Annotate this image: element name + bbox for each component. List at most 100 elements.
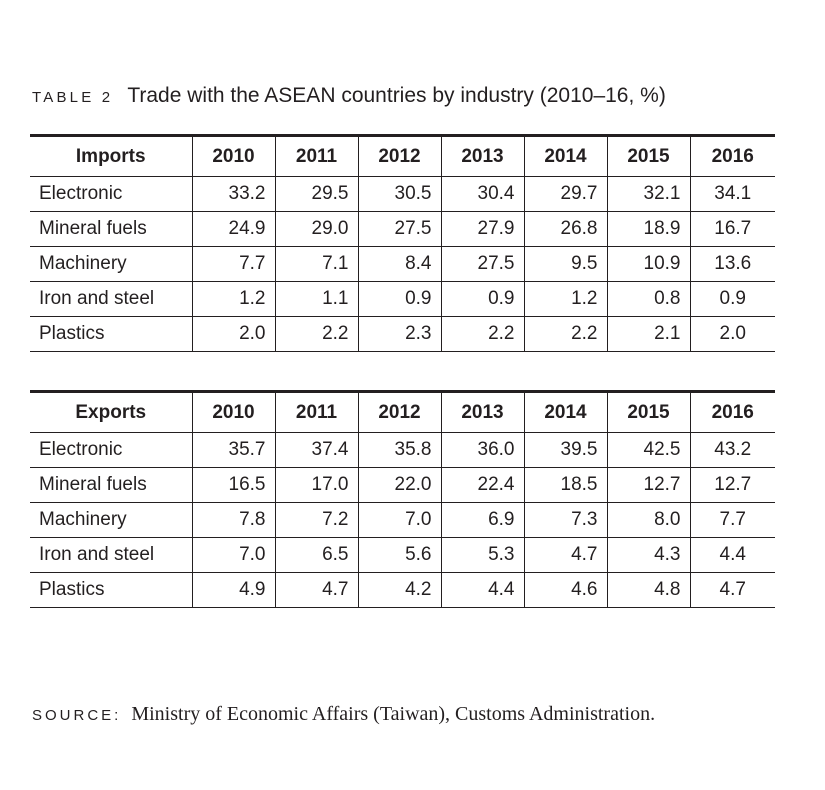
year-header: 2013 (440, 135, 524, 177)
table-cell: 17.0 (274, 467, 358, 503)
row-label: Iron and steel (39, 288, 155, 309)
table-title: Trade with the ASEAN countries by indust… (127, 84, 666, 107)
table-cell: 7.7 (191, 246, 275, 282)
source-label: SOURCE: (32, 707, 122, 724)
table-cell: 27.9 (440, 211, 524, 247)
table-cell: 34.1 (689, 176, 775, 212)
table-cell: 4.3 (606, 537, 690, 573)
table-cell: 4.7 (523, 537, 607, 573)
year-header: 2011 (274, 135, 358, 177)
table-cell: 36.0 (440, 432, 524, 468)
table-cell: 2.2 (523, 316, 607, 352)
table-cell: 8.0 (606, 502, 690, 538)
imports-table: Imports 2010 2011 2012 2013 2014 2015 20… (30, 134, 775, 352)
table-cell: 7.1 (274, 246, 358, 282)
table-cell: 13.6 (689, 246, 775, 282)
exports-heading: Exports (75, 401, 147, 423)
table-cell: 1.2 (191, 281, 275, 317)
table-cell: 4.7 (689, 572, 775, 608)
exports-table: Exports 2010 2011 2012 2013 2014 2015 20… (30, 390, 775, 608)
table-cell: 27.5 (357, 211, 441, 247)
table-cell: 12.7 (689, 467, 775, 503)
table-cell: 16.7 (689, 211, 775, 247)
year-header: 2012 (357, 135, 441, 177)
row-label: Plastics (39, 323, 105, 344)
table-cell: 12.7 (606, 467, 690, 503)
table-cell: 18.9 (606, 211, 690, 247)
table-cell: 35.8 (357, 432, 441, 468)
source-text: Ministry of Economic Affairs (Taiwan), C… (131, 703, 656, 725)
year-header: 2010 (191, 135, 275, 177)
imports-header-row: Imports 2010 2011 2012 2013 2014 2015 20… (30, 135, 775, 177)
year-header: 2010 (191, 391, 275, 433)
table-caption: TABLE 2 Trade with the ASEAN countries by… (32, 84, 666, 108)
table-cell: 30.4 (440, 176, 524, 212)
table-cell: 32.1 (606, 176, 690, 212)
table-cell: 2.1 (606, 316, 690, 352)
table-cell: 7.8 (191, 502, 275, 538)
table-cell: 2.2 (274, 316, 358, 352)
table-row: Iron and steel 1.2 1.1 0.9 0.9 1.2 0.8 0.9 (30, 281, 775, 317)
table-cell: 4.7 (274, 572, 358, 608)
table-cell: 22.0 (357, 467, 441, 503)
table-number: TABLE 2 (32, 89, 114, 106)
table-cell: 0.8 (606, 281, 690, 317)
table-cell: 27.5 (440, 246, 524, 282)
table-cell: 0.9 (357, 281, 441, 317)
table-row: Electronic 35.7 37.4 35.8 36.0 39.5 42.5 43.2 (30, 432, 775, 468)
table-cell: 9.5 (523, 246, 607, 282)
year-header: 2014 (523, 135, 607, 177)
table-cell: 4.6 (523, 572, 607, 608)
table-cell: 37.4 (274, 432, 358, 468)
row-label: Mineral fuels (39, 218, 147, 239)
table-row: Mineral fuels 16.5 17.0 22.0 22.4 18.5 12.7 12.… (30, 467, 775, 503)
table-cell: 43.2 (689, 432, 775, 468)
year-header: 2015 (606, 391, 690, 433)
imports-body: Electronic 33.2 29.5 30.5 30.4 29.7 32.1 34.1 Mi… (30, 176, 775, 352)
year-header: 2011 (274, 391, 358, 433)
table-cell: 16.5 (191, 467, 275, 503)
table-cell: 22.4 (440, 467, 524, 503)
table-row: Mineral fuels 24.9 29.0 27.5 27.9 26.8 18.9 16.… (30, 211, 775, 247)
year-header: 2015 (606, 135, 690, 177)
table-cell: 18.5 (523, 467, 607, 503)
table-cell: 7.7 (689, 502, 775, 538)
row-label: Machinery (39, 253, 127, 274)
year-header: 2012 (357, 391, 441, 433)
table-cell: 2.0 (689, 316, 775, 352)
row-label: Plastics (39, 579, 105, 600)
row-label: Iron and steel (39, 544, 155, 565)
source-note: SOURCE: Ministry of Economic Affairs (Tai… (32, 703, 655, 726)
table-cell: 29.0 (274, 211, 358, 247)
table-cell: 29.7 (523, 176, 607, 212)
table-cell: 10.9 (606, 246, 690, 282)
table-cell: 30.5 (357, 176, 441, 212)
year-header: 2016 (689, 135, 775, 177)
table-cell: 1.1 (274, 281, 358, 317)
table-cell: 6.5 (274, 537, 358, 573)
table-cell: 7.2 (274, 502, 358, 538)
table-cell: 33.2 (191, 176, 275, 212)
table-cell: 5.6 (357, 537, 441, 573)
table-cell: 2.0 (191, 316, 275, 352)
year-header: 2014 (523, 391, 607, 433)
table-cell: 7.3 (523, 502, 607, 538)
table-cell: 7.0 (357, 502, 441, 538)
table-cell: 4.4 (689, 537, 775, 573)
table-cell: 35.7 (191, 432, 275, 468)
table-row: Iron and steel 7.0 6.5 5.6 5.3 4.7 4.3 4.4 (30, 537, 775, 573)
row-label: Electronic (39, 439, 123, 460)
table-cell: 4.9 (191, 572, 275, 608)
table-cell: 4.8 (606, 572, 690, 608)
imports-heading: Imports (75, 145, 146, 167)
table-row: Electronic 33.2 29.5 30.5 30.4 29.7 32.1 34.1 (30, 176, 775, 212)
table-row: Machinery 7.7 7.1 8.4 27.5 9.5 10.9 13.6 (30, 246, 775, 282)
table-cell: 2.2 (440, 316, 524, 352)
table-row: Plastics 2.0 2.2 2.3 2.2 2.2 2.1 2.0 (30, 316, 775, 352)
table-cell: 2.3 (357, 316, 441, 352)
table-cell: 6.9 (440, 502, 524, 538)
exports-header-row: Exports 2010 2011 2012 2013 2014 2015 20… (30, 391, 775, 433)
table-row: Machinery 7.8 7.2 7.0 6.9 7.3 8.0 7.7 (30, 502, 775, 538)
table-cell: 1.2 (523, 281, 607, 317)
table-cell: 4.4 (440, 572, 524, 608)
